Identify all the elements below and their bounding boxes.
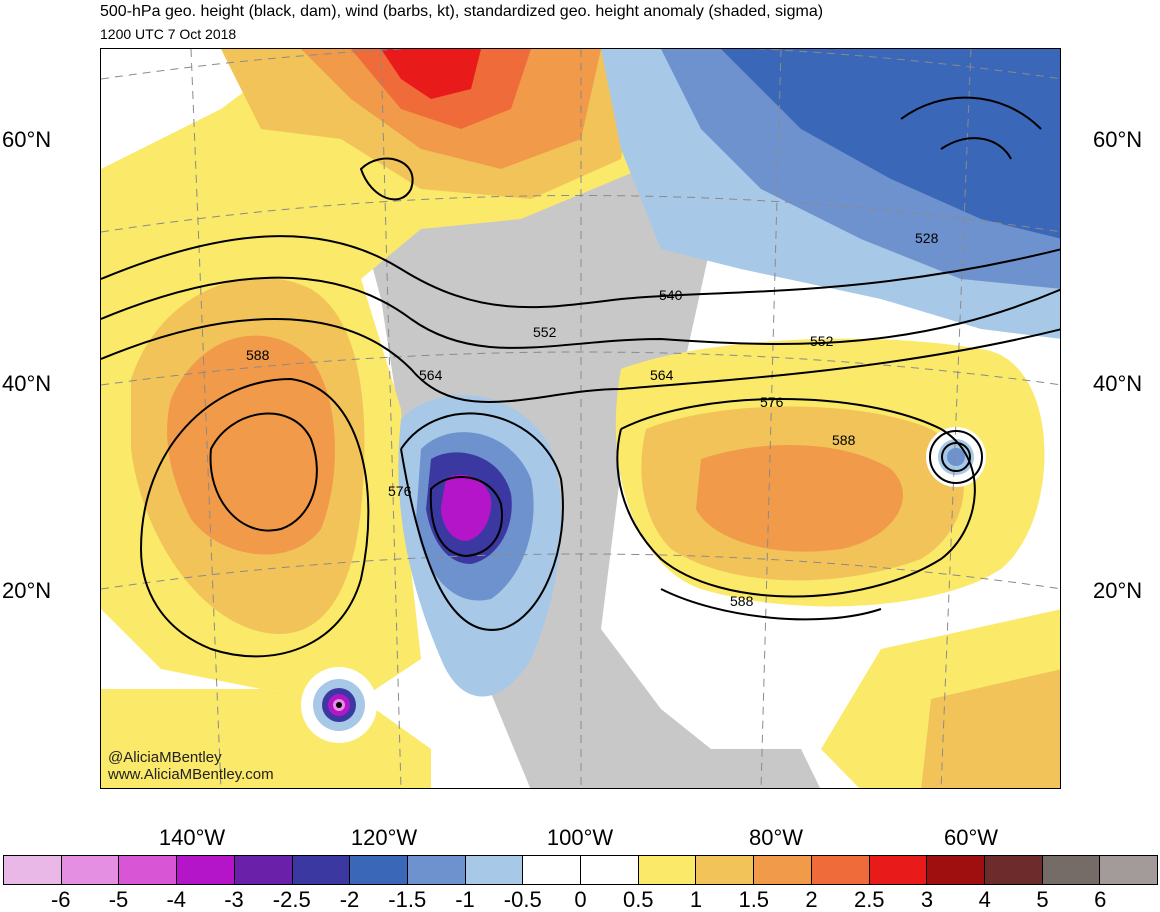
colorbar-box <box>119 856 178 884</box>
colorbar-label: 4 <box>978 887 991 912</box>
lat-label-right: 20°N <box>1093 578 1143 603</box>
colorbar-label: 5 <box>1036 887 1049 912</box>
colorbar-box <box>638 856 697 884</box>
colorbar-label: 6 <box>1094 887 1107 912</box>
colorbar-box <box>696 856 755 884</box>
colorbar-label: 1 <box>689 887 703 912</box>
lon-label: 120°W <box>350 825 418 850</box>
contour-label: 588 <box>730 593 754 609</box>
colorbar-box <box>984 856 1043 884</box>
colorbar <box>3 855 1158 885</box>
lat-label-left: 20°N <box>2 578 52 603</box>
contour-label: 588 <box>246 347 270 363</box>
colorbar-box <box>811 856 870 884</box>
lon-label: 100°W <box>546 825 614 850</box>
contour-label: 576 <box>760 394 784 410</box>
colorbar-label: -1 <box>455 887 475 912</box>
map-title: 500-hPa geo. height (black, dam), wind (… <box>100 3 824 20</box>
colorbar-label: -1.5 <box>388 887 427 912</box>
colorbar-label: -0.5 <box>503 887 542 912</box>
colorbar-label: -4 <box>166 887 187 912</box>
colorbar-box <box>581 856 639 884</box>
colorbar-box <box>234 856 293 884</box>
colorbar-box <box>465 856 524 884</box>
colorbar-label: -6 <box>50 887 71 912</box>
lat-label-left: 40°N <box>2 371 52 396</box>
contour-label: 540 <box>659 287 683 303</box>
colorbar-box <box>177 856 235 884</box>
map-canvas <box>101 49 1060 788</box>
contour-label: 564 <box>419 367 443 383</box>
lon-label: 140°W <box>158 825 226 850</box>
lat-label-right: 60°N <box>1093 127 1143 152</box>
lon-label: 60°W <box>943 825 999 850</box>
colorbar-label: 0.5 <box>622 887 654 912</box>
contour-label: 528 <box>915 230 939 246</box>
colorbar-box <box>350 856 408 884</box>
colorbar-box <box>292 856 351 884</box>
colorbar-box <box>1042 856 1101 884</box>
colorbar-label: 2.5 <box>853 887 885 912</box>
contour-label: 564 <box>650 367 674 383</box>
colorbar-label: -2 <box>339 887 360 912</box>
colorbar-box <box>869 856 928 884</box>
colorbar-label: 1.5 <box>738 887 770 912</box>
colorbar-box <box>407 856 466 884</box>
colorbar-box <box>927 856 985 884</box>
colorbar-box <box>1100 856 1158 884</box>
credit-handle: @AliciaMBentley <box>108 749 222 766</box>
colorbar-label: -3 <box>224 887 244 912</box>
valid-time: 1200 UTC 7 Oct 2018 <box>100 26 237 42</box>
colorbar-label: -2.5 <box>272 887 311 912</box>
map-panel: 588 564 552 540 528 552 564 576 588 576 … <box>100 48 1061 789</box>
lat-label-left: 60°N <box>2 127 52 152</box>
colorbar-label: 3 <box>920 887 934 912</box>
colorbar-label: 2 <box>805 887 818 912</box>
contour-label: 576 <box>388 483 412 499</box>
contour-label: 552 <box>533 324 557 340</box>
colorbar-label: -5 <box>108 887 129 912</box>
lon-label: 80°W <box>748 825 804 850</box>
contour-label: 588 <box>832 432 856 448</box>
contour-label: 552 <box>810 333 834 349</box>
colorbar-label: 0 <box>574 887 587 912</box>
lat-label-right: 40°N <box>1093 371 1143 396</box>
colorbar-box <box>4 856 62 884</box>
colorbar-box <box>61 856 120 884</box>
credit-website: www.AliciaMBentley.com <box>108 766 274 783</box>
colorbar-box <box>523 856 582 884</box>
colorbar-box <box>754 856 812 884</box>
